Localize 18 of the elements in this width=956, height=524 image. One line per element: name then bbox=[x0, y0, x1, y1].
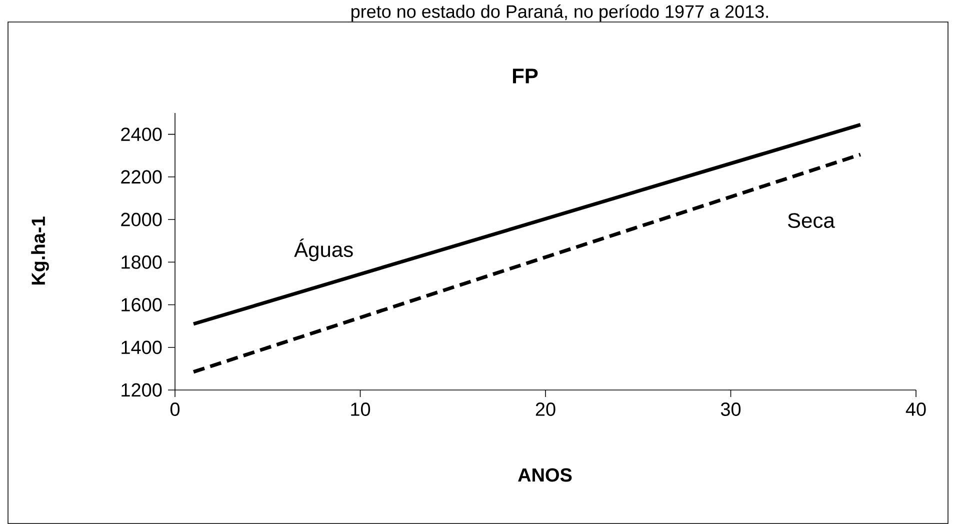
y-tick-label: 2200 bbox=[121, 170, 162, 184]
y-tick-label: 1200 bbox=[122, 383, 162, 397]
y-tick-label: 1800 bbox=[122, 255, 162, 269]
series-label: Águas bbox=[294, 238, 353, 262]
y-tick-label: 1600 bbox=[122, 298, 162, 312]
x-tick-label: 10 bbox=[351, 402, 370, 416]
x-tick-label: 30 bbox=[720, 402, 741, 416]
text: preto no estado do Paraná, no período 1977 a 2013. bbox=[352, 4, 768, 22]
chart-title: FP bbox=[513, 68, 538, 84]
x-tick-label: 0 bbox=[170, 402, 180, 416]
y-tick-label: 2000 bbox=[121, 212, 162, 226]
x-axis-title: ANOS bbox=[518, 468, 572, 482]
series-label: Seca bbox=[788, 213, 835, 228]
x-tick-label: 40 bbox=[906, 402, 926, 416]
y-axis-title: Kg.ha-1 bbox=[31, 216, 49, 285]
y-tick-label: 2400 bbox=[121, 128, 162, 142]
y-tick-label: 1400 bbox=[122, 340, 162, 354]
x-tick-label: 20 bbox=[536, 402, 556, 416]
